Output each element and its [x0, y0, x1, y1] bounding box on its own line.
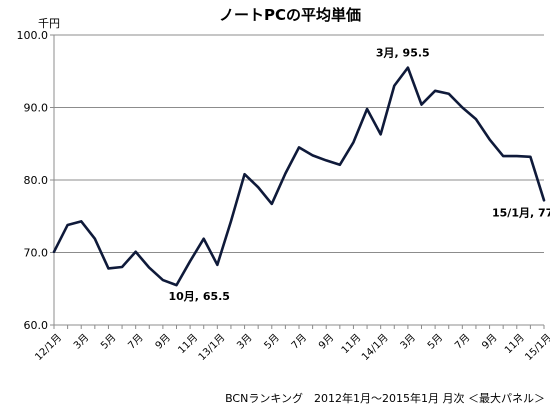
series-line-notepc-average-price	[52, 66, 546, 287]
y-tick-label: 80.0	[24, 174, 49, 187]
y-tick-label: 70.0	[24, 247, 49, 260]
x-tick-label: 11月	[339, 332, 364, 357]
data-labels: 10月, 65.5 3月, 95.5 15/1月, 77.2	[169, 47, 550, 304]
x-tick-label: 9月	[153, 332, 173, 352]
y-tick-label: 60.0	[24, 319, 49, 332]
x-tick-label: 9月	[316, 332, 336, 352]
axes	[50, 34, 545, 329]
x-tick-label: 3月	[71, 332, 91, 352]
x-tick-label: 5月	[425, 332, 445, 352]
x-tick-label: 12/1月	[33, 332, 64, 363]
x-tick-label: 7月	[452, 332, 472, 352]
y-tick-label: 90.0	[24, 102, 49, 115]
x-tick-label: 13/1月	[196, 332, 227, 363]
y-unit-label: 千円	[38, 17, 60, 30]
source-note: BCNランキング 2012年1月〜2015年1月 月次 ＜最大パネル＞	[225, 391, 545, 405]
x-tick-label: 3月	[398, 332, 418, 352]
gridlines	[54, 34, 544, 253]
data-label: 3月, 95.5	[376, 47, 430, 60]
chart-title: ノートPCの平均単価	[219, 6, 361, 24]
y-tick-labels: 60.0 70.0 80.0 90.0 100.0	[17, 29, 49, 332]
x-tick-label: 7月	[289, 332, 309, 352]
x-tick-label: 11月	[176, 332, 201, 357]
x-tick-label: 15/1月	[523, 332, 550, 363]
x-tick-label: 11月	[502, 332, 527, 357]
x-tick-label: 3月	[235, 332, 255, 352]
x-tick-label: 5月	[98, 332, 118, 352]
x-tick-label: 7月	[126, 332, 146, 352]
x-tick-label: 14/1月	[359, 332, 390, 363]
x-tick-label: 9月	[480, 332, 500, 352]
x-tick-label: 5月	[262, 332, 282, 352]
y-tick-label: 100.0	[17, 29, 49, 42]
data-label: 15/1月, 77.2	[492, 206, 550, 219]
data-label: 10月, 65.5	[169, 290, 230, 303]
